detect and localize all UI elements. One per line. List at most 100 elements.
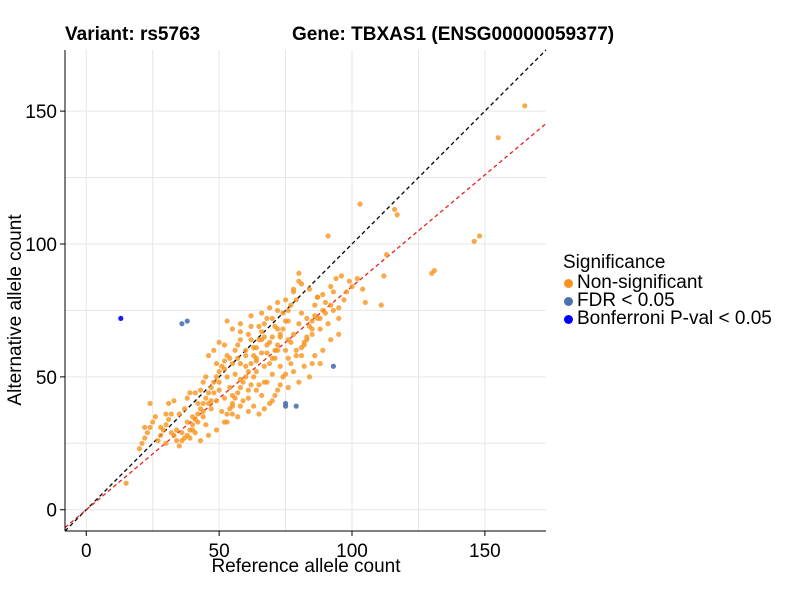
- point-non-significant: [195, 419, 201, 425]
- point-non-significant: [349, 283, 355, 290]
- point-non-significant: [253, 355, 259, 361]
- point-non-significant: [495, 135, 501, 141]
- point-non-significant: [320, 291, 326, 298]
- point-non-significant: [176, 443, 182, 449]
- point-non-significant: [251, 403, 257, 409]
- point-non-significant: [274, 307, 281, 314]
- point-non-significant: [229, 403, 236, 409]
- point-non-significant: [192, 390, 198, 396]
- point-non-significant: [298, 310, 305, 316]
- legend-title: Significance: [563, 252, 666, 273]
- legend-item-fdr: FDR < 0.05: [563, 291, 772, 310]
- point-non-significant: [274, 342, 281, 348]
- point-non-significant: [325, 321, 331, 327]
- point-non-significant: [224, 411, 230, 417]
- point-non-significant: [147, 400, 153, 407]
- point-non-significant: [391, 206, 398, 213]
- point-non-significant: [221, 358, 228, 364]
- point-non-significant: [293, 347, 299, 353]
- point-non-significant: [320, 307, 326, 314]
- point-non-significant: [203, 422, 209, 428]
- point-non-significant: [344, 289, 350, 295]
- point-non-significant: [150, 419, 156, 425]
- point-non-significant: [282, 297, 289, 303]
- point-non-significant: [290, 331, 297, 337]
- point-non-significant: [213, 374, 220, 380]
- point-non-significant: [261, 406, 267, 412]
- point-non-significant: [235, 414, 241, 420]
- point-non-significant: [471, 238, 477, 244]
- point-non-significant: [208, 384, 214, 391]
- point-non-significant: [317, 360, 323, 367]
- point-non-significant: [285, 318, 291, 324]
- point-non-significant: [346, 278, 352, 284]
- point-non-significant: [264, 342, 270, 348]
- point-non-significant: [296, 321, 302, 327]
- point-non-significant: [139, 440, 145, 446]
- point-non-significant: [229, 392, 236, 399]
- point-non-significant: [269, 315, 275, 322]
- point-non-significant: [205, 353, 212, 359]
- point-non-significant: [280, 326, 286, 332]
- point-non-significant: [248, 337, 254, 343]
- point-non-significant: [274, 347, 281, 353]
- point-non-significant: [341, 297, 347, 303]
- point-non-significant: [197, 438, 204, 444]
- legend-label: Bonferroni P-val < 0.05: [577, 308, 772, 329]
- point-non-significant: [378, 302, 384, 308]
- point-non-significant: [192, 430, 198, 436]
- point-non-significant: [357, 201, 363, 207]
- legend-key-fdr: [564, 296, 573, 306]
- gene-title: Gene: TBXAS1 (ENSG00000059377): [292, 24, 615, 45]
- point-non-significant: [163, 411, 169, 417]
- point-non-significant: [259, 392, 265, 399]
- point-non-significant: [189, 414, 196, 420]
- point-non-significant: [298, 345, 305, 351]
- point-non-significant: [229, 326, 236, 332]
- point-non-significant: [179, 430, 185, 436]
- point-non-significant: [282, 347, 289, 353]
- point-non-significant: [288, 302, 294, 308]
- point-non-significant: [336, 315, 342, 322]
- point-non-significant: [237, 337, 243, 343]
- x-tick-label: 150: [469, 541, 501, 562]
- point-non-significant: [429, 270, 435, 276]
- axes: 0 50 100 150 0 50 100 150: [25, 50, 546, 562]
- point-non-significant: [123, 480, 129, 486]
- point-non-significant: [213, 427, 220, 433]
- point-non-significant: [195, 411, 201, 417]
- point-non-significant: [174, 427, 180, 433]
- legend-label: Non-significant: [577, 272, 703, 293]
- point-non-significant: [245, 408, 251, 415]
- point-non-significant: [245, 368, 251, 375]
- point-non-significant: [330, 289, 337, 295]
- point-non-significant: [184, 395, 190, 401]
- point-non-significant: [296, 270, 302, 276]
- point-non-significant: [285, 337, 291, 343]
- point-non-significant: [312, 313, 318, 319]
- point-non-significant: [229, 411, 236, 417]
- point-non-significant: [142, 435, 148, 441]
- point-non-significant: [171, 398, 177, 404]
- point-non-significant: [293, 353, 299, 359]
- point-non-significant: [267, 400, 273, 407]
- point-non-significant: [333, 275, 339, 282]
- point-non-significant: [522, 103, 528, 109]
- x-tick-label: 100: [336, 541, 368, 562]
- point-non-significant: [476, 233, 483, 239]
- point-non-significant: [221, 366, 228, 372]
- point-non-significant: [248, 323, 254, 329]
- point-non-significant: [251, 345, 257, 351]
- point-non-significant: [197, 387, 204, 393]
- point-non-significant: [296, 379, 302, 385]
- grid: [65, 50, 546, 531]
- point-non-significant: [360, 286, 366, 292]
- point-non-significant: [168, 430, 174, 436]
- point-non-significant: [256, 411, 262, 417]
- point-non-significant: [184, 419, 190, 425]
- point-non-significant: [264, 315, 270, 322]
- point-non-significant: [330, 307, 337, 314]
- point-non-significant: [320, 347, 326, 353]
- point-non-significant: [200, 400, 206, 407]
- point-non-significant: [306, 286, 313, 292]
